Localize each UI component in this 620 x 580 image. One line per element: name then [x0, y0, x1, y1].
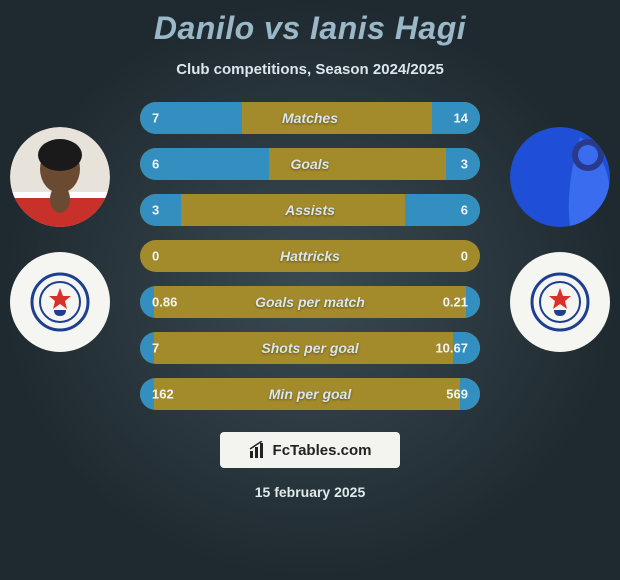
- stat-value-right: 3: [461, 157, 468, 172]
- stat-label: Goals: [291, 156, 330, 172]
- stat-bar-left: [140, 194, 181, 226]
- stat-row: 0 0 Hattricks: [140, 240, 480, 272]
- stat-row: 0.86 0.21 Goals per match: [140, 286, 480, 318]
- stat-value-right: 10.67: [435, 341, 468, 356]
- stat-row: 7 14 Matches: [140, 102, 480, 134]
- stat-row: 3 6 Assists: [140, 194, 480, 226]
- stat-bar-right: [405, 194, 480, 226]
- stat-value-left: 162: [152, 387, 174, 402]
- club-left-crest: [10, 252, 110, 352]
- avatar-placeholder-icon: [10, 127, 110, 227]
- stat-value-left: 3: [152, 203, 159, 218]
- stat-value-left: 0.86: [152, 295, 177, 310]
- date: 15 february 2025: [0, 484, 620, 500]
- club-crest-icon: [30, 272, 90, 332]
- stat-value-right: 569: [446, 387, 468, 402]
- stat-value-left: 7: [152, 111, 159, 126]
- club-right-crest: [510, 252, 610, 352]
- stat-bar-left: [140, 148, 269, 180]
- stat-value-right: 0: [461, 249, 468, 264]
- player-left-avatar: [10, 127, 110, 227]
- stat-row: 6 3 Goals: [140, 148, 480, 180]
- comparison-card: Danilo vs Ianis Hagi Club competitions, …: [0, 0, 620, 580]
- brand-chart-icon: [249, 441, 267, 459]
- avatar-placeholder-icon: [510, 127, 610, 227]
- title: Danilo vs Ianis Hagi: [0, 0, 620, 47]
- player-right-avatar: [510, 127, 610, 227]
- club-crest-icon: [530, 272, 590, 332]
- stat-row: 162 569 Min per goal: [140, 378, 480, 410]
- subtitle: Club competitions, Season 2024/2025: [0, 61, 620, 78]
- brand-badge: FcTables.com: [220, 432, 400, 468]
- stat-bar-right: [466, 286, 480, 318]
- stat-value-left: 7: [152, 341, 159, 356]
- stat-value-right: 0.21: [443, 295, 468, 310]
- stat-label: Matches: [282, 110, 338, 126]
- stat-value-right: 14: [454, 111, 468, 126]
- stat-label: Goals per match: [255, 294, 365, 310]
- stat-label: Hattricks: [280, 248, 340, 264]
- stat-value-right: 6: [461, 203, 468, 218]
- stat-value-left: 0: [152, 249, 159, 264]
- brand-text: FcTables.com: [273, 442, 372, 459]
- stat-label: Shots per goal: [261, 340, 358, 356]
- stat-label: Min per goal: [269, 386, 351, 402]
- stats-container: 7 14 Matches 6 3 Goals 3 6 Assists 0 0 Hattricks 0.8…: [140, 102, 480, 410]
- stat-label: Assists: [285, 202, 335, 218]
- stat-value-left: 6: [152, 157, 159, 172]
- stat-row: 7 10.67 Shots per goal: [140, 332, 480, 364]
